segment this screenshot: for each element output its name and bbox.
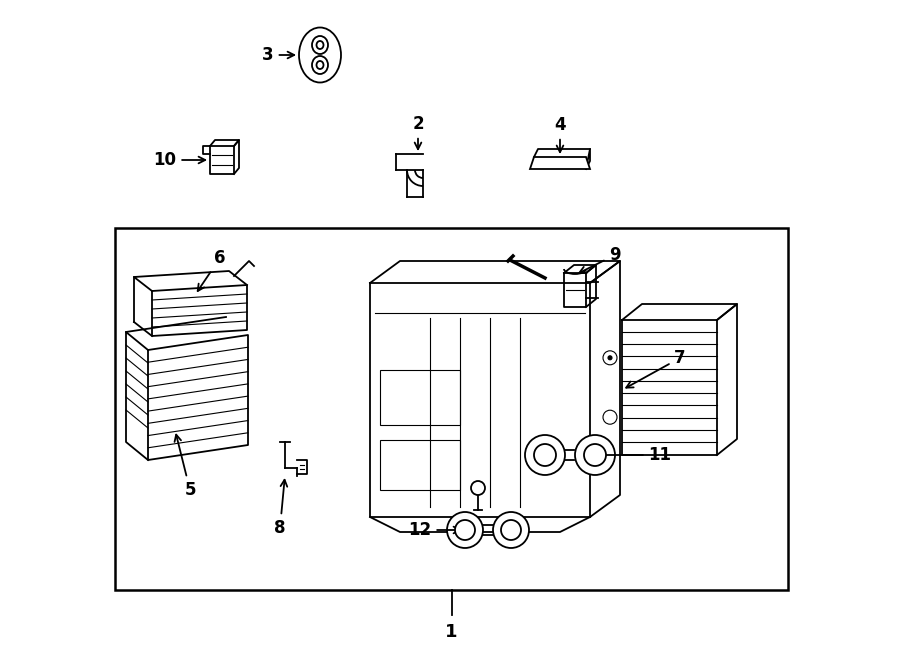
Text: 5: 5 <box>175 435 196 499</box>
Polygon shape <box>530 157 590 169</box>
Circle shape <box>608 356 612 360</box>
Circle shape <box>584 444 606 466</box>
Text: 3: 3 <box>262 46 294 64</box>
Circle shape <box>525 435 565 475</box>
Bar <box>380 370 460 425</box>
Text: 12: 12 <box>409 521 460 539</box>
Circle shape <box>603 351 617 365</box>
Circle shape <box>471 481 485 495</box>
Circle shape <box>455 520 475 540</box>
Circle shape <box>603 410 617 424</box>
Text: 4: 4 <box>554 116 566 152</box>
Bar <box>380 440 460 490</box>
Ellipse shape <box>299 28 341 83</box>
Ellipse shape <box>317 41 323 49</box>
Text: 7: 7 <box>626 349 686 388</box>
Text: 9: 9 <box>580 246 621 273</box>
Text: 1: 1 <box>446 623 458 641</box>
Text: 6: 6 <box>198 249 226 291</box>
Circle shape <box>493 512 529 548</box>
Text: 8: 8 <box>274 480 287 537</box>
Text: 11: 11 <box>595 446 671 464</box>
Ellipse shape <box>317 61 323 69</box>
Text: 2: 2 <box>412 115 424 149</box>
Bar <box>115 228 788 590</box>
Circle shape <box>534 444 556 466</box>
Circle shape <box>501 520 521 540</box>
Circle shape <box>575 435 615 475</box>
Ellipse shape <box>312 36 328 54</box>
Text: 10: 10 <box>154 151 205 169</box>
Circle shape <box>447 512 483 548</box>
Ellipse shape <box>312 56 328 74</box>
